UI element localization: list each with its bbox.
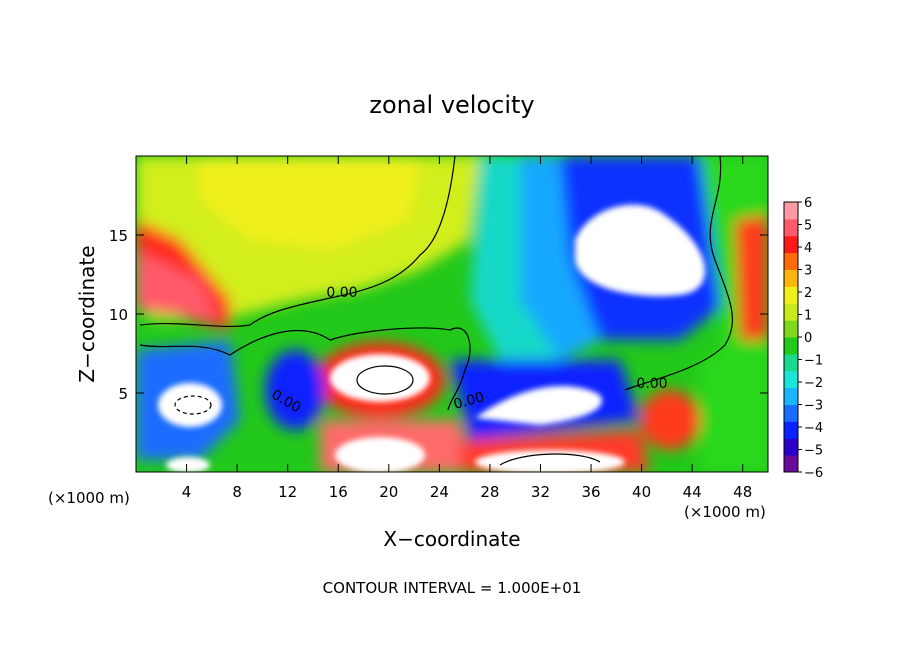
x-tick-label: 12	[278, 483, 297, 501]
x-tick-label: 40	[632, 483, 651, 501]
colorbar-swatch	[784, 438, 798, 456]
colorbar-swatch	[784, 421, 798, 439]
colorbar-swatch	[784, 353, 798, 372]
colorbar-swatch	[784, 218, 798, 237]
colorbar-tick-label: 4	[804, 241, 812, 256]
x-tick-label: 28	[480, 483, 499, 501]
x-tick-label: 24	[430, 483, 449, 501]
colorbar-tick-label: 5	[804, 219, 812, 234]
x-tick-label: 16	[329, 483, 348, 501]
colorbar-swatch	[784, 235, 798, 254]
x-unit-right: (×1000 m)	[684, 503, 766, 521]
contour-label: 0.00	[636, 376, 667, 392]
contour-lines	[139, 156, 733, 466]
colorbar-tick-label: 3	[804, 264, 812, 279]
y-axis-label: Z−coordinate	[75, 245, 99, 382]
heatmap-field	[136, 156, 768, 472]
x-tick-label: 20	[379, 483, 398, 501]
colorbar-swatch	[784, 387, 798, 405]
y-tick-label: 10	[109, 306, 128, 324]
x-axis: 4 8 12 16 20 24 28 32 36 40 44 48	[182, 156, 752, 501]
y-axis: 5 10 15	[109, 227, 768, 403]
x-tick-label: 48	[733, 483, 752, 501]
x-tick-label: 32	[531, 483, 550, 501]
colorbar-swatch	[784, 269, 798, 287]
colorbar-swatch	[784, 320, 798, 338]
colorbar-tick-label: −1	[804, 354, 823, 369]
colorbar-swatch	[784, 252, 798, 270]
colorbar-tick-label: 0	[804, 331, 812, 346]
x-axis-label: X−coordinate	[383, 527, 520, 551]
colorbar-tick-label: −5	[804, 444, 823, 459]
y-tick-label: 15	[109, 227, 128, 245]
contour-label: 0.00	[326, 285, 357, 301]
colorbar-tick-label: 6	[804, 196, 812, 211]
colorbar-swatch	[784, 370, 798, 389]
x-tick-label: 8	[232, 483, 242, 501]
colorbar-swatch	[784, 455, 798, 473]
chart-title: zonal velocity	[369, 91, 534, 119]
colorbar-tick-label: −6	[804, 466, 823, 481]
colorbar-tick-label: −2	[804, 376, 823, 391]
colorbar-tick-label: 1	[804, 309, 812, 324]
x-tick-label: 4	[182, 483, 192, 501]
colorbar-tick-label: −4	[804, 421, 823, 436]
y-tick-label: 5	[118, 385, 128, 403]
x-tick-label: 36	[581, 483, 600, 501]
colorbar-tick-label: −3	[804, 399, 823, 414]
colorbar-tick-label: 2	[804, 286, 812, 301]
contour-label: 0.00	[452, 389, 486, 413]
x-tick-label: 44	[683, 483, 702, 501]
contour-labels: 0.000.00 0.000.00	[269, 285, 668, 416]
contour-interval-note: CONTOUR INTERVAL = 1.000E+01	[323, 579, 582, 597]
x-unit-left: (×1000 m)	[48, 489, 130, 507]
colorbar-swatch	[784, 303, 798, 321]
colorbar-swatch	[784, 286, 798, 304]
colorbar: 6 5 4 3 2 1 0 −1 −2 −3 −4 −5 −6	[783, 196, 823, 481]
colorbar-swatch	[784, 404, 798, 422]
colorbar-swatch	[784, 202, 798, 220]
colorbar-swatch	[784, 337, 798, 355]
